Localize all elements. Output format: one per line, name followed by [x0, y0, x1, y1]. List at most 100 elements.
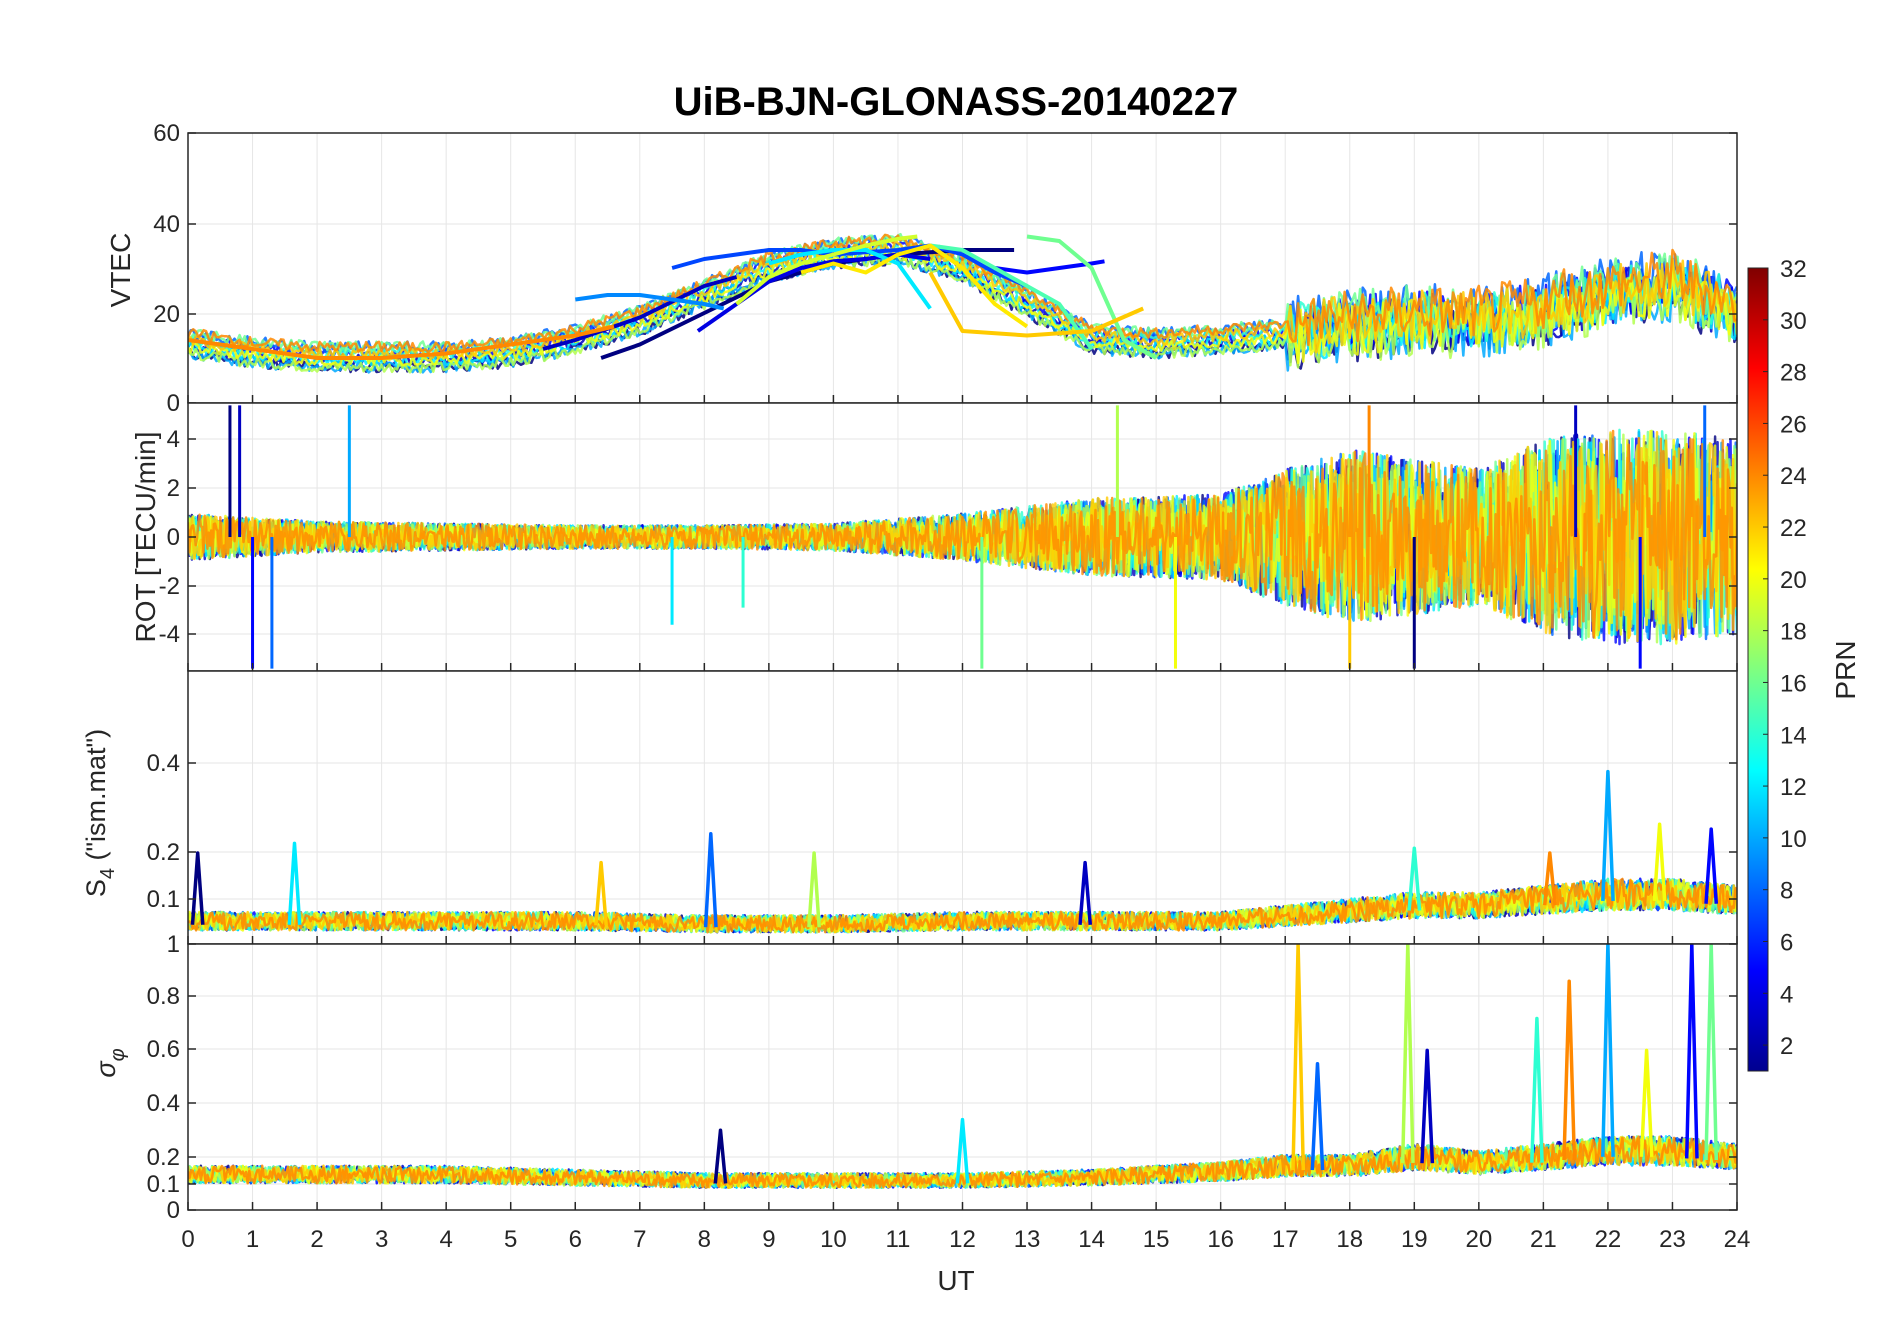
x-tick-label: 4 — [439, 1226, 452, 1253]
data-sigma_phi — [188, 944, 1737, 1190]
data-rot — [188, 405, 1737, 669]
peak-mark — [807, 851, 821, 928]
series-line — [929, 243, 1094, 351]
peak-mark — [713, 1128, 728, 1184]
y-axis-label-sigma_phi: σφ — [91, 1048, 129, 1077]
chart-title: UiB-BJN-GLONASS-20140227 — [674, 80, 1239, 124]
x-tick-label: 13 — [1014, 1226, 1041, 1253]
y-tick-label: 0.1 — [147, 1171, 180, 1198]
y-tick-label: -2 — [159, 573, 180, 600]
series-line — [735, 234, 918, 306]
y-axis-label-vtec: VTEC — [105, 233, 136, 308]
x-tick-label: 10 — [820, 1226, 847, 1253]
y-tick-label: 0 — [167, 524, 180, 551]
x-tick-label: 9 — [762, 1226, 775, 1253]
x-tick-label: 11 — [885, 1226, 910, 1253]
grid-s4 — [187, 671, 1738, 944]
peak-mark — [1400, 944, 1415, 1163]
peak-mark — [1310, 1061, 1325, 1171]
y-tick-label: 60 — [153, 120, 180, 147]
peak-mark — [594, 860, 608, 926]
y-tick-label: 0 — [167, 1197, 180, 1224]
x-tick-label: 14 — [1078, 1226, 1105, 1253]
y-axis-label-main: σ — [91, 1060, 121, 1078]
x-tick-label: 24 — [1724, 1226, 1751, 1253]
y-ticks-rot: -4 -2 0 2 4 — [159, 426, 1738, 671]
y-ticks-sigma_phi: 00.10.2 0.4 0.6 0.8 1 — [147, 931, 1738, 1224]
y-tick-label: 0.6 — [147, 1036, 180, 1063]
peak-mark — [1420, 1048, 1435, 1164]
series-line — [575, 293, 725, 311]
series-line — [188, 324, 615, 360]
data-vtec — [188, 232, 1737, 374]
x-axis: 0 1 2 3 4 5 6 7 8 9 10 11 12 13 14 15 16 17 18 19 20 21 22 23 24 — [181, 1226, 1750, 1253]
peak-mark — [1078, 860, 1093, 925]
series-line — [188, 1135, 1737, 1189]
y-tick-label: 0.1 — [147, 886, 180, 913]
peak-mark — [1542, 851, 1557, 906]
peak-mark — [1652, 822, 1667, 902]
panel-vtec: 0 20 40 60 VTEC — [105, 120, 1738, 417]
series-line — [928, 271, 1144, 338]
x-tick-label: 20 — [1465, 1226, 1492, 1253]
series-line — [188, 254, 1737, 374]
peak-mark — [955, 1117, 970, 1184]
peak-mark — [1639, 1048, 1654, 1157]
x-tick-label: 7 — [633, 1226, 646, 1253]
colorbar-tick-label: 16 — [1780, 670, 1807, 697]
peak-mark — [703, 832, 718, 928]
colorbar-tick-label: 26 — [1780, 411, 1807, 438]
peak-mark — [1407, 846, 1422, 911]
x-tick-label: 23 — [1659, 1226, 1686, 1253]
y-tick-label: 1 — [167, 931, 180, 958]
peak-mark — [287, 841, 302, 925]
y-axis-label-s4: S4 ("ism.mat") — [81, 729, 119, 897]
colorbar-label: PRN — [1830, 640, 1861, 699]
colorbar-tick-label: 30 — [1780, 308, 1807, 335]
colorbar-tick-label: 22 — [1780, 515, 1807, 542]
y-tick-label: 0.2 — [147, 839, 180, 866]
panel-sigma_phi: 00.10.2 0.4 0.6 0.8 1 σφ — [91, 931, 1738, 1224]
colorbar-tick-label: 18 — [1780, 619, 1807, 646]
peak-mark — [1601, 769, 1615, 901]
colorbar-gradient — [1747, 267, 1769, 1072]
y-axis-label-tail: ("ism.mat") — [81, 729, 111, 868]
colorbar-tick-label: 6 — [1780, 929, 1793, 956]
x-tick-label: 22 — [1595, 1226, 1622, 1253]
series-line — [1026, 234, 1158, 360]
peak-mark — [1562, 979, 1577, 1161]
y-tick-label: 0.4 — [147, 1090, 180, 1117]
y-tick-label: 40 — [153, 211, 180, 238]
y-tick-label: 2 — [167, 475, 180, 502]
x-tick-label: 3 — [375, 1226, 388, 1253]
x-tick-label: 5 — [504, 1226, 517, 1253]
x-tick-label: 18 — [1336, 1226, 1363, 1253]
x-tick-label: 17 — [1272, 1226, 1299, 1253]
y-tick-label: -4 — [159, 621, 180, 648]
x-tick-label: 16 — [1207, 1226, 1234, 1253]
y-tick-label: 4 — [167, 426, 180, 453]
colorbar-tick-label: 10 — [1780, 826, 1807, 853]
x-tick-label: 21 — [1530, 1226, 1557, 1253]
colorbar-tick-label: 2 — [1780, 1033, 1793, 1060]
x-tick-label: 1 — [246, 1226, 259, 1253]
series-line — [542, 275, 738, 351]
series-line — [188, 877, 1737, 934]
x-tick-label: 12 — [949, 1226, 976, 1253]
colorbar-tick-label: 24 — [1780, 463, 1807, 490]
peak-mark — [190, 851, 205, 925]
peak-mark — [1601, 944, 1615, 1157]
peak-mark — [1704, 944, 1719, 1161]
colorbar-tick-label: 8 — [1780, 878, 1793, 905]
colorbar-tick-label: 12 — [1780, 774, 1807, 801]
colorbar-tick-label: 28 — [1780, 360, 1807, 387]
y-tick-label: 0.8 — [147, 983, 180, 1010]
x-tick-label: 6 — [569, 1226, 582, 1253]
peak-mark — [1291, 944, 1306, 1171]
x-tick-label: 19 — [1401, 1226, 1428, 1253]
series-line — [800, 243, 1029, 329]
